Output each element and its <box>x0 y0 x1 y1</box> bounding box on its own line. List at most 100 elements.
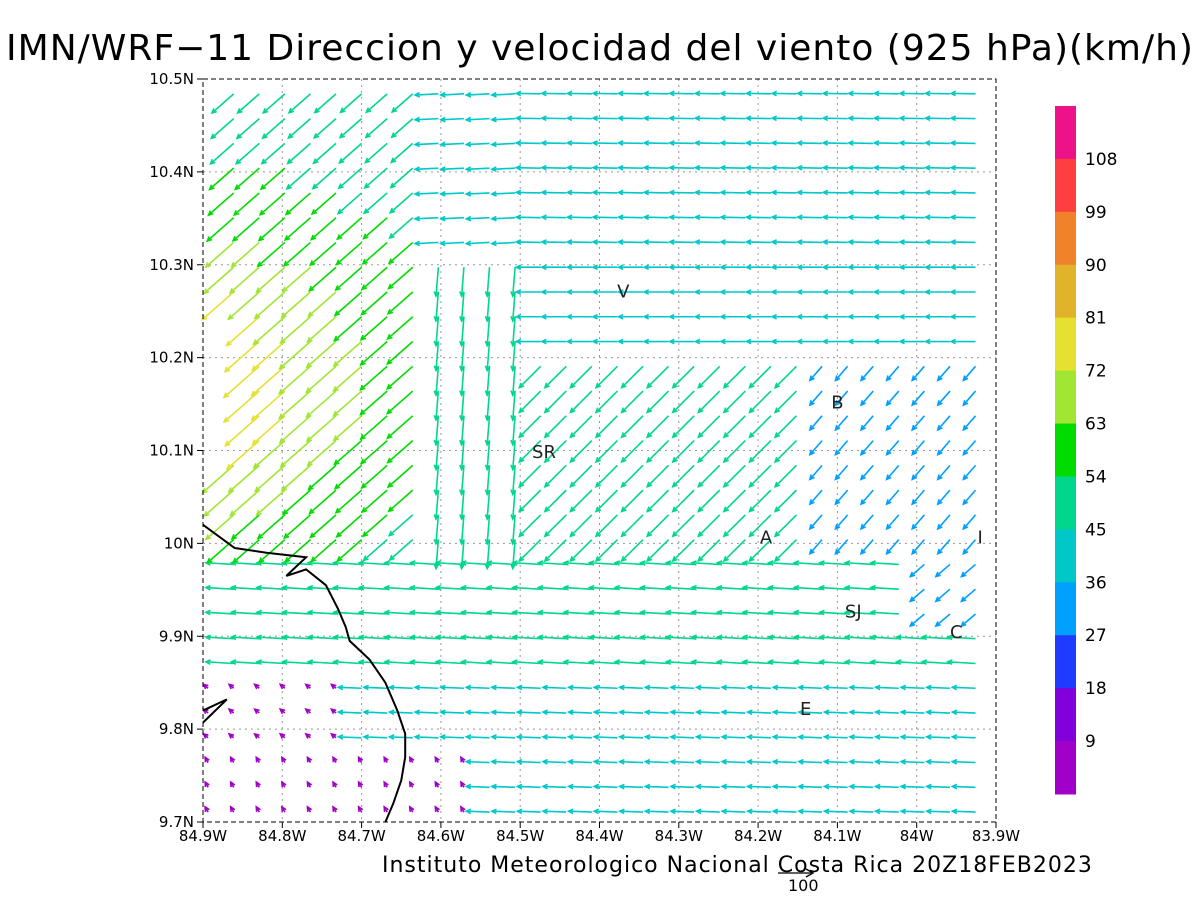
wind-vector <box>490 190 516 197</box>
wind-vector <box>643 758 669 765</box>
wind-vector <box>543 539 567 563</box>
wind-vector <box>822 783 848 790</box>
wind-vector <box>693 140 720 146</box>
wind-vector <box>594 539 618 563</box>
wind-vector <box>872 338 899 345</box>
wind-vector <box>744 164 771 171</box>
wind-vector <box>338 142 363 165</box>
wind-vector <box>565 164 592 171</box>
wind-vector <box>541 758 567 765</box>
wind-vector <box>771 684 797 691</box>
wind-vector <box>667 189 695 196</box>
wind-vector <box>287 93 311 114</box>
wind-vector <box>690 659 720 665</box>
wind-vector <box>591 214 618 221</box>
wind-vector <box>336 734 362 740</box>
wind-vector <box>697 539 721 563</box>
wind-vector <box>514 289 541 295</box>
wind-vector <box>638 560 669 566</box>
wind-vector <box>694 808 720 815</box>
wind-vector <box>642 214 669 221</box>
wind-vector <box>569 514 593 538</box>
wind-vector <box>569 390 593 414</box>
wind-vector <box>383 584 413 591</box>
wind-vector <box>848 783 874 790</box>
wind-vector <box>773 464 798 488</box>
wind-vector <box>694 709 720 716</box>
wind-vector <box>848 709 874 716</box>
wind-vector <box>510 267 516 298</box>
wind-vector <box>484 316 491 348</box>
wind-vector <box>359 365 388 391</box>
wind-vector <box>307 266 337 292</box>
wind-vector <box>859 415 874 432</box>
wind-vector <box>697 390 721 414</box>
wind-vector <box>204 659 234 665</box>
wind-vector <box>722 415 746 439</box>
wind-vector <box>433 316 440 348</box>
wind-vector <box>386 439 414 464</box>
wind-vector <box>822 758 848 765</box>
wind-vector <box>898 140 925 146</box>
wind-vector <box>720 783 746 790</box>
wind-vector <box>620 390 644 414</box>
wind-vector <box>591 264 618 271</box>
wind-vector <box>949 214 976 221</box>
wind-vector <box>899 758 925 765</box>
wind-vector <box>847 164 874 171</box>
wind-vector <box>923 214 950 221</box>
wind-vector <box>387 514 414 537</box>
place-label: C <box>950 622 963 643</box>
wind-vector <box>645 539 670 563</box>
wind-vector <box>792 560 823 566</box>
wind-vector <box>364 142 388 164</box>
wind-vector <box>745 783 771 790</box>
wind-vector <box>360 291 388 316</box>
wind-vector <box>490 734 516 740</box>
wind-vector <box>950 783 976 790</box>
wind-vector <box>387 684 413 691</box>
wind-vector <box>389 142 414 164</box>
wind-vector <box>510 291 516 323</box>
wind-vector <box>949 239 976 245</box>
wind-vector <box>514 140 541 146</box>
wind-vector <box>280 805 287 813</box>
wind-vector <box>620 489 644 513</box>
wind-vector <box>541 684 567 691</box>
wind-vector <box>748 514 772 538</box>
wind-vector <box>438 116 464 123</box>
wind-vector <box>645 440 670 464</box>
wind-vector <box>808 539 823 556</box>
wind-vector <box>540 189 567 196</box>
colorbar-label: 90 <box>1085 256 1107 276</box>
longitude-axis: 84.9W 84.8W 84.7W 84.6W 84.5W 84.4W 84.3W 84.2W… <box>179 822 1020 845</box>
wind-vector <box>848 734 874 740</box>
wind-vector <box>464 758 490 765</box>
wind-vector <box>413 215 439 222</box>
wind-vector <box>231 217 260 242</box>
wind-vector <box>257 539 286 564</box>
colorbar-label: 81 <box>1085 309 1107 329</box>
colorbar-label: 9 <box>1085 732 1096 752</box>
wind-vector <box>286 142 311 165</box>
wind-vector <box>592 808 618 815</box>
wind-vector <box>667 313 695 320</box>
wind-vector <box>934 563 951 578</box>
wind-vector <box>693 239 720 245</box>
wind-vector <box>329 683 337 690</box>
wind-vector <box>669 808 695 815</box>
wind-vector <box>543 390 567 414</box>
wind-vector <box>923 189 950 196</box>
wind-vector <box>543 514 567 538</box>
wind-vector <box>795 90 823 97</box>
wind-vector <box>642 164 669 171</box>
wind-vector <box>231 539 260 564</box>
wind-vector <box>201 464 235 494</box>
wind-vector <box>642 264 669 271</box>
wind-vector <box>591 90 618 97</box>
wind-vector <box>693 90 720 97</box>
wind-vector <box>386 340 414 366</box>
wind-vector <box>795 239 823 245</box>
wind-vector <box>383 780 389 788</box>
wind-vector <box>908 563 925 578</box>
